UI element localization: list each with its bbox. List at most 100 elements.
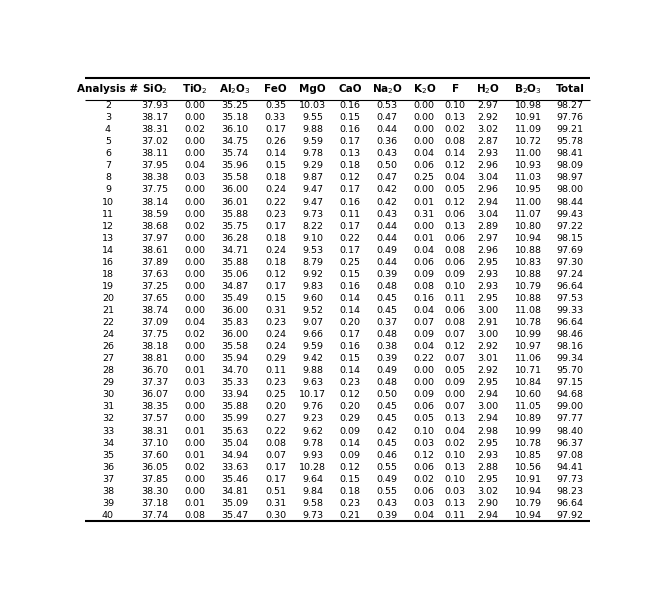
Text: 10.91: 10.91	[514, 475, 542, 484]
Text: 35: 35	[102, 451, 114, 460]
Text: 0.12: 0.12	[445, 161, 466, 170]
Text: 2.94: 2.94	[478, 414, 499, 424]
Text: 99.34: 99.34	[556, 354, 583, 363]
Text: 35.06: 35.06	[221, 270, 249, 279]
Text: 9.87: 9.87	[302, 173, 323, 183]
Text: 10.95: 10.95	[514, 186, 542, 194]
Text: 2.96: 2.96	[478, 161, 499, 170]
Text: 32: 32	[102, 414, 114, 424]
Text: 0.04: 0.04	[414, 246, 435, 255]
Text: 0.06: 0.06	[445, 210, 466, 219]
Text: 9.88: 9.88	[302, 366, 323, 375]
Text: 2.89: 2.89	[478, 222, 499, 230]
Text: 35.75: 35.75	[221, 222, 249, 230]
Text: 0.14: 0.14	[265, 150, 286, 158]
Text: 0.17: 0.17	[340, 137, 361, 147]
Text: 10.79: 10.79	[514, 282, 542, 291]
Text: 0.44: 0.44	[376, 222, 397, 230]
Text: 8.79: 8.79	[302, 258, 323, 267]
Text: 38.18: 38.18	[141, 342, 168, 351]
Text: Analysis #: Analysis #	[78, 84, 139, 93]
Text: 2.92: 2.92	[478, 113, 499, 122]
Text: 0.00: 0.00	[185, 186, 205, 194]
Text: 2.97: 2.97	[478, 101, 499, 110]
Text: 0.48: 0.48	[376, 330, 397, 339]
Text: 0.20: 0.20	[340, 318, 361, 327]
Text: 34.71: 34.71	[221, 246, 249, 255]
Text: 10.88: 10.88	[514, 246, 542, 255]
Text: 37.74: 37.74	[141, 511, 168, 520]
Text: 38.68: 38.68	[141, 222, 168, 230]
Text: 98.41: 98.41	[556, 150, 583, 158]
Text: 9.63: 9.63	[302, 378, 323, 387]
Text: 0.00: 0.00	[414, 101, 435, 110]
Text: 0.51: 0.51	[265, 487, 286, 496]
Text: 99.33: 99.33	[556, 306, 583, 315]
Text: 0.00: 0.00	[185, 342, 205, 351]
Text: 0.43: 0.43	[376, 499, 397, 508]
Text: 35.88: 35.88	[221, 210, 249, 219]
Text: 0.10: 0.10	[445, 101, 466, 110]
Text: 35.88: 35.88	[221, 402, 249, 411]
Text: 0.55: 0.55	[376, 463, 397, 472]
Text: 9.23: 9.23	[302, 414, 323, 424]
Text: 37.57: 37.57	[141, 414, 168, 424]
Text: 35.58: 35.58	[221, 173, 249, 183]
Text: 0.15: 0.15	[340, 475, 361, 484]
Text: 0.05: 0.05	[445, 366, 466, 375]
Text: 0.15: 0.15	[340, 113, 361, 122]
Text: 35.25: 35.25	[221, 101, 249, 110]
Text: 2.87: 2.87	[478, 137, 499, 147]
Text: 0.22: 0.22	[340, 233, 361, 243]
Text: 0.12: 0.12	[340, 391, 361, 400]
Text: 10.84: 10.84	[514, 378, 542, 387]
Text: 9.60: 9.60	[302, 294, 323, 303]
Text: 0.10: 0.10	[414, 427, 435, 436]
Text: 0.00: 0.00	[185, 487, 205, 496]
Text: 38.35: 38.35	[141, 402, 168, 411]
Text: 0.17: 0.17	[265, 475, 286, 484]
Text: 0.06: 0.06	[414, 402, 435, 411]
Text: 0.10: 0.10	[445, 451, 466, 460]
Text: 2.98: 2.98	[478, 427, 499, 436]
Text: 16: 16	[102, 258, 114, 267]
Text: 36: 36	[102, 463, 114, 472]
Text: B$_2$O$_3$: B$_2$O$_3$	[514, 82, 542, 96]
Text: 35.18: 35.18	[221, 113, 249, 122]
Text: 0.25: 0.25	[414, 173, 435, 183]
Text: 0.45: 0.45	[376, 402, 397, 411]
Text: 0.12: 0.12	[445, 197, 466, 206]
Text: 98.27: 98.27	[556, 101, 583, 110]
Text: 0.16: 0.16	[340, 125, 361, 134]
Text: 9.59: 9.59	[302, 137, 323, 147]
Text: 36.28: 36.28	[221, 233, 249, 243]
Text: 22: 22	[102, 318, 114, 327]
Text: 35.99: 35.99	[221, 414, 249, 424]
Text: 3.01: 3.01	[478, 354, 499, 363]
Text: 29: 29	[102, 378, 114, 387]
Text: 35.46: 35.46	[221, 475, 249, 484]
Text: 97.30: 97.30	[556, 258, 583, 267]
Text: 97.76: 97.76	[556, 113, 583, 122]
Text: 38.30: 38.30	[141, 487, 168, 496]
Text: 36.70: 36.70	[141, 366, 168, 375]
Text: 98.09: 98.09	[556, 161, 583, 170]
Text: 0.14: 0.14	[340, 439, 361, 447]
Text: 0.02: 0.02	[185, 330, 205, 339]
Text: 37.75: 37.75	[141, 186, 168, 194]
Text: 96.64: 96.64	[556, 499, 583, 508]
Text: 0.08: 0.08	[185, 511, 205, 520]
Text: 0.13: 0.13	[445, 499, 466, 508]
Text: 0.02: 0.02	[185, 125, 205, 134]
Text: 2.94: 2.94	[478, 197, 499, 206]
Text: 36.00: 36.00	[221, 306, 249, 315]
Text: 0.06: 0.06	[414, 161, 435, 170]
Text: 11.08: 11.08	[514, 306, 542, 315]
Text: 0.29: 0.29	[340, 414, 361, 424]
Text: 97.92: 97.92	[556, 511, 583, 520]
Text: 0.04: 0.04	[445, 173, 466, 183]
Text: 0.42: 0.42	[376, 427, 397, 436]
Text: 9.84: 9.84	[302, 487, 323, 496]
Text: 13: 13	[102, 233, 114, 243]
Text: 26: 26	[102, 342, 114, 351]
